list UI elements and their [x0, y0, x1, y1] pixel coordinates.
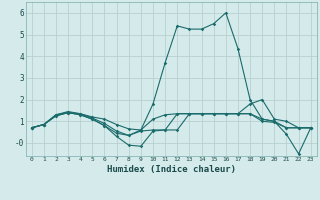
X-axis label: Humidex (Indice chaleur): Humidex (Indice chaleur): [107, 165, 236, 174]
